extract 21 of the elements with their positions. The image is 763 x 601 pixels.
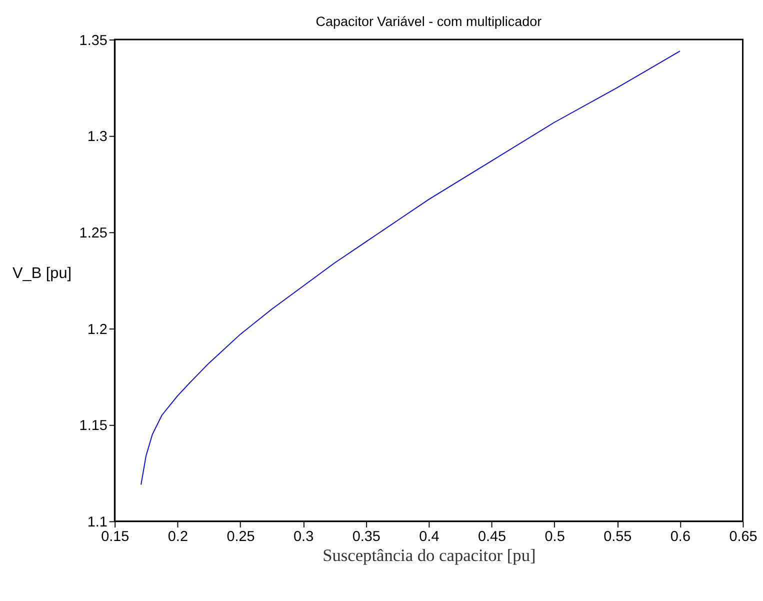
x-tick-label: 0.25 (226, 528, 255, 545)
y-tick-label: 1.1 (87, 514, 108, 531)
y-tick-label: 1.2 (87, 322, 108, 338)
line-series (140, 50, 680, 486)
x-tick-label: 0.55 (604, 528, 632, 545)
x-tick-label: 0.6 (670, 528, 690, 545)
x-axis-title: Susceptância do capacitor [pu] (322, 546, 536, 566)
x-tick-label: 0.5 (544, 528, 565, 545)
x-tick-label: 0.3 (294, 528, 314, 545)
x-tick-label: 0.2 (168, 528, 188, 545)
y-tick-label: 1.25 (79, 225, 108, 242)
chart-title: Capacitor Variável - com multiplicador (316, 14, 542, 30)
x-tick-label: 0.45 (478, 528, 506, 545)
y-axis-title: V_B [pu] (12, 264, 72, 282)
y-tick-label: 1.15 (79, 418, 108, 434)
y-tick-label: 1.3 (87, 129, 108, 146)
y-tick-label: 1.35 (79, 32, 108, 49)
x-tick-label: 0.65 (729, 528, 758, 545)
x-tick-label: 0.4 (419, 528, 440, 545)
x-tick-label: 0.35 (352, 528, 380, 545)
x-tick-label: 0.15 (101, 528, 130, 545)
